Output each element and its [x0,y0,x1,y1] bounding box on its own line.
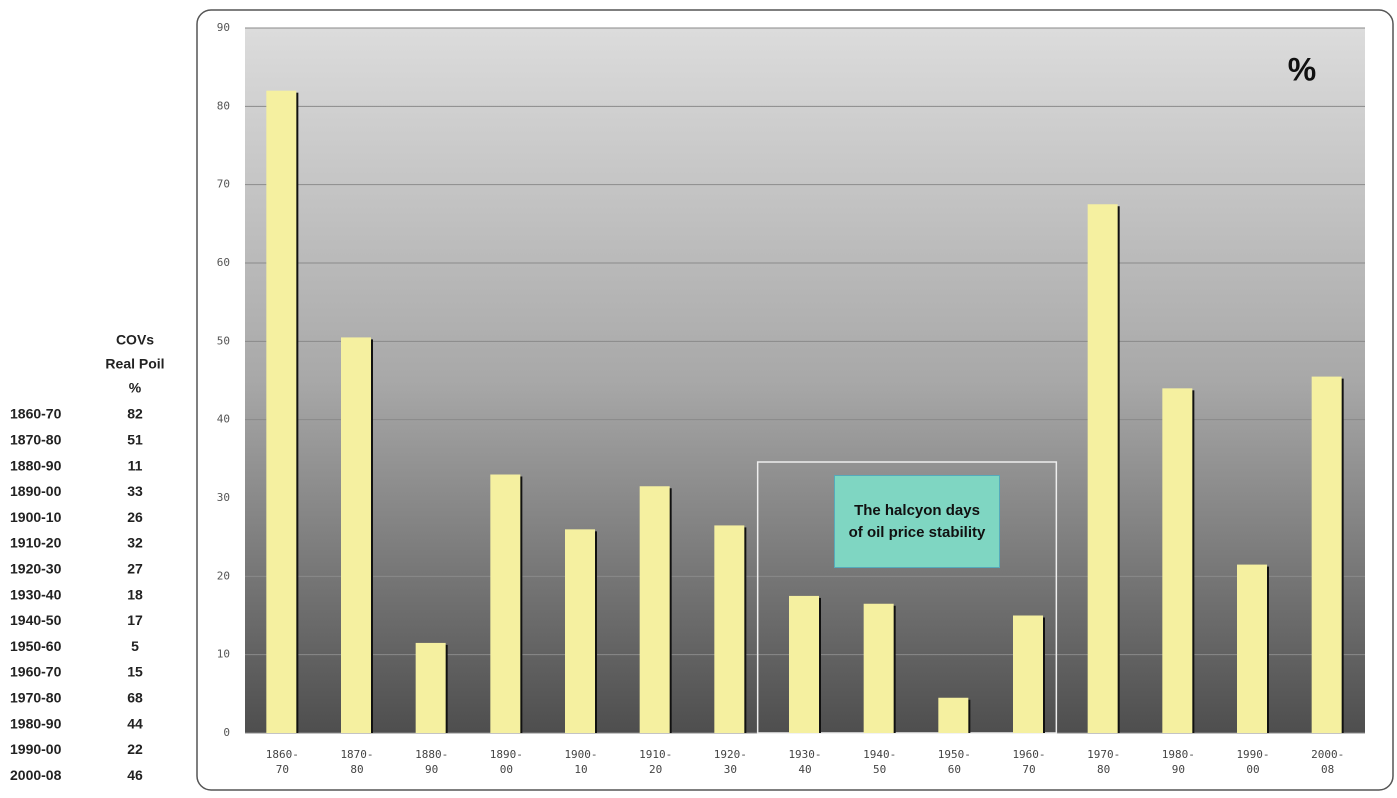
table-value: 33 [127,483,143,499]
table-value: 27 [127,561,143,577]
x-tick-label-box: 1890- 00 [489,748,523,776]
table-period: 1920-30 [10,561,62,577]
x-tick-label-box: 1910- 20 [639,748,673,776]
y-tick-label: 10 [217,648,230,661]
bar [863,603,894,733]
table-value: 15 [127,664,143,680]
bar [341,337,371,733]
x-tick-label-box: 1900- 10 [564,748,598,776]
highlight-frame [756,461,1058,734]
y-tick-label: 20 [217,569,230,582]
bar [1237,564,1267,733]
x-tick-label: 1990- 00 [1236,748,1270,776]
table-header: % [129,380,142,396]
table-period: 2000-08 [10,767,62,783]
table-period: 1870-80 [10,432,62,448]
bar [490,474,521,733]
x-tick-label: 1940- 50 [863,748,897,776]
x-tick-label: 1970- 80 [1087,748,1121,776]
annotation-box: The halcyon days of oil price stability [834,475,1000,568]
x-tick-label: 1880- 90 [415,748,449,776]
y-tick-label: 40 [217,413,230,426]
table-period: 1950-60 [10,638,62,654]
table-value: 51 [127,432,143,448]
table-period: 1910-20 [10,535,62,551]
y-tick-label: 0 [223,726,230,739]
table-value: 18 [127,586,143,602]
table-period: 1900-10 [10,509,62,525]
bar [938,697,969,733]
y-tick-label: 80 [217,99,230,112]
x-tick-label-box: 1960- 70 [1012,748,1046,776]
table-value: 22 [127,741,143,757]
x-tick-label: 2000- 08 [1311,748,1345,776]
table-period: 1880-90 [10,457,62,473]
table-period: 1890-00 [10,483,62,499]
bar [1087,204,1118,733]
unit-label: % [1288,51,1316,87]
table-period: 1860-70 [10,406,62,422]
x-tick-label: 1930- 40 [788,748,822,776]
bar [565,529,595,733]
table-value: 11 [128,457,143,473]
x-tick-label-box: 2000- 08 [1311,748,1345,776]
y-tick-label: 60 [217,256,230,269]
table-value: 26 [127,509,143,525]
x-tick-label: 1920- 30 [713,748,747,776]
x-tick-label-box: 1990- 00 [1236,748,1270,776]
table-period: 1990-00 [10,741,62,757]
bar [415,642,446,733]
x-tick-label-box: 1930- 40 [788,748,822,776]
x-tick-label: 1860- 70 [265,748,299,776]
x-tick-label: 1890- 00 [489,748,523,776]
table-value: 5 [131,638,139,654]
table-value: 17 [127,612,143,628]
bar [789,595,819,733]
table-value: 82 [127,406,143,422]
table-value: 46 [127,767,143,783]
bar [1013,615,1043,733]
table-period: 1970-80 [10,690,62,706]
table-period: 1980-90 [10,715,62,731]
x-tick-label-box: 1860- 70 [265,748,299,776]
table-value: 44 [127,715,143,731]
table-header: COVs [116,332,154,348]
x-tick-label: 1960- 70 [1012,748,1046,776]
x-tick-label: 1980- 90 [1161,748,1195,776]
bar [639,486,670,733]
x-tick-label: 1950- 60 [937,748,971,776]
x-tick-label-box: 1950- 60 [937,748,971,776]
annotation: The halcyon days of oil price stability [834,475,1000,568]
bar [266,90,297,733]
x-tick-label-box: 1980- 90 [1161,748,1195,776]
table-header: Real Poil [105,356,164,372]
bar [1311,376,1342,733]
bar [714,525,745,733]
y-tick-label: 90 [217,21,230,34]
y-tick-label: 30 [217,491,230,504]
x-tick-label-box: 1920- 30 [713,748,747,776]
x-tick-label-box: 1870- 80 [340,748,374,776]
x-tick-label: 1900- 10 [564,748,598,776]
table-period: 1960-70 [10,664,62,680]
x-tick-label-box: 1970- 80 [1087,748,1121,776]
table-value: 68 [127,690,143,706]
y-tick-label: 70 [217,178,230,191]
table-period: 1940-50 [10,612,62,628]
y-tick-label: 50 [217,334,230,347]
x-tick-label: 1910- 20 [639,748,673,776]
table-value: 32 [127,535,143,551]
bar [1162,388,1193,733]
x-tick-label: 1870- 80 [340,748,374,776]
x-tick-label-box: 1940- 50 [863,748,897,776]
x-tick-label-box: 1880- 90 [415,748,449,776]
table-period: 1930-40 [10,586,62,602]
